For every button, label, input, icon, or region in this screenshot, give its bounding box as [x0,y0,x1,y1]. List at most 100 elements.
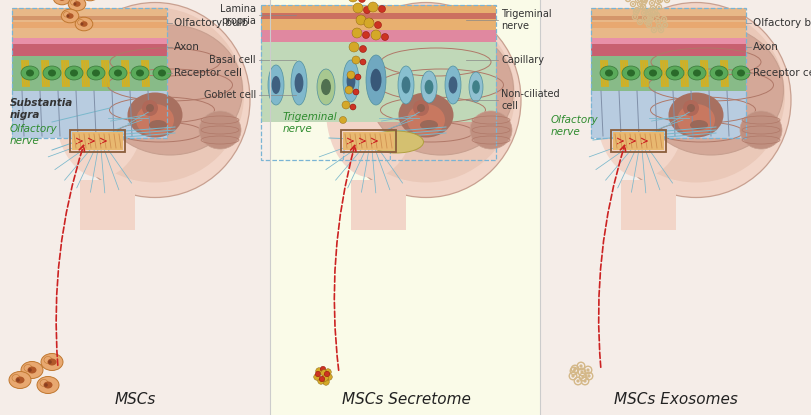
Circle shape [314,374,320,380]
Circle shape [659,0,661,1]
Circle shape [364,18,374,28]
Ellipse shape [472,80,480,94]
Bar [12,22,167,28]
Circle shape [323,379,329,385]
Circle shape [642,6,644,8]
Ellipse shape [331,2,521,198]
Circle shape [634,16,636,18]
Circle shape [371,30,381,40]
Circle shape [653,29,655,31]
Circle shape [643,12,645,14]
Text: MSCs Secretome: MSCs Secretome [341,392,470,407]
Ellipse shape [109,66,127,80]
Ellipse shape [601,2,791,198]
Circle shape [573,367,577,371]
Circle shape [649,19,651,21]
Ellipse shape [48,359,57,366]
Circle shape [320,366,326,372]
Bar [12,8,167,38]
Ellipse shape [272,76,281,94]
Circle shape [650,17,652,19]
Text: Non-ciliated
cell: Non-ciliated cell [501,89,560,111]
Ellipse shape [607,7,785,183]
Circle shape [636,9,638,11]
Ellipse shape [41,354,63,371]
Ellipse shape [638,25,783,155]
Circle shape [356,15,366,25]
Circle shape [647,11,649,13]
Ellipse shape [58,0,66,1]
Circle shape [350,104,356,110]
Ellipse shape [12,374,20,381]
Circle shape [324,369,332,375]
Circle shape [352,56,360,64]
Text: Olfactory
nerve: Olfactory nerve [551,115,599,137]
Bar [261,30,496,42]
Circle shape [146,104,154,112]
Circle shape [326,374,333,380]
Bar [12,16,167,20]
Circle shape [644,0,646,1]
Ellipse shape [622,66,640,80]
Circle shape [579,364,582,368]
Text: Receptor cell: Receptor cell [174,68,242,78]
Circle shape [355,74,361,80]
Ellipse shape [291,61,307,105]
Circle shape [583,379,586,383]
Circle shape [639,21,641,23]
Ellipse shape [337,7,515,183]
Ellipse shape [21,361,43,378]
Ellipse shape [649,69,657,76]
Text: Olfactory bulb: Olfactory bulb [753,18,811,28]
Circle shape [656,14,658,16]
Circle shape [687,104,695,112]
Bar [72,132,123,150]
Circle shape [660,29,662,31]
Circle shape [581,376,585,378]
Circle shape [657,0,659,2]
Text: Capillary: Capillary [501,55,544,65]
Ellipse shape [24,364,32,371]
Ellipse shape [40,379,48,386]
Bar [343,132,394,150]
Circle shape [347,71,355,79]
Text: Goblet cell: Goblet cell [204,90,256,100]
Circle shape [352,28,362,38]
Circle shape [573,369,576,373]
Ellipse shape [346,71,355,90]
Ellipse shape [26,69,34,76]
Circle shape [375,22,381,29]
Circle shape [577,379,580,383]
Circle shape [648,24,650,26]
Circle shape [28,368,32,372]
Ellipse shape [740,111,782,149]
Circle shape [658,25,660,27]
Circle shape [345,86,353,94]
Circle shape [322,375,328,381]
Circle shape [639,3,641,5]
Ellipse shape [15,376,24,383]
Ellipse shape [401,76,410,93]
Ellipse shape [136,104,174,136]
Circle shape [142,100,158,116]
Ellipse shape [690,120,708,130]
Circle shape [652,7,654,9]
Ellipse shape [448,76,457,93]
Ellipse shape [710,66,728,80]
Ellipse shape [70,69,78,76]
Bar [261,13,496,19]
Circle shape [637,0,639,1]
Ellipse shape [131,66,149,80]
Circle shape [651,2,653,4]
Ellipse shape [671,69,679,76]
Circle shape [353,3,363,13]
Ellipse shape [71,0,77,5]
Bar [591,16,746,20]
Ellipse shape [28,366,36,374]
Ellipse shape [596,42,686,178]
Ellipse shape [80,21,88,27]
Ellipse shape [321,79,331,95]
Circle shape [16,378,19,382]
Ellipse shape [67,13,74,19]
Circle shape [74,2,76,5]
